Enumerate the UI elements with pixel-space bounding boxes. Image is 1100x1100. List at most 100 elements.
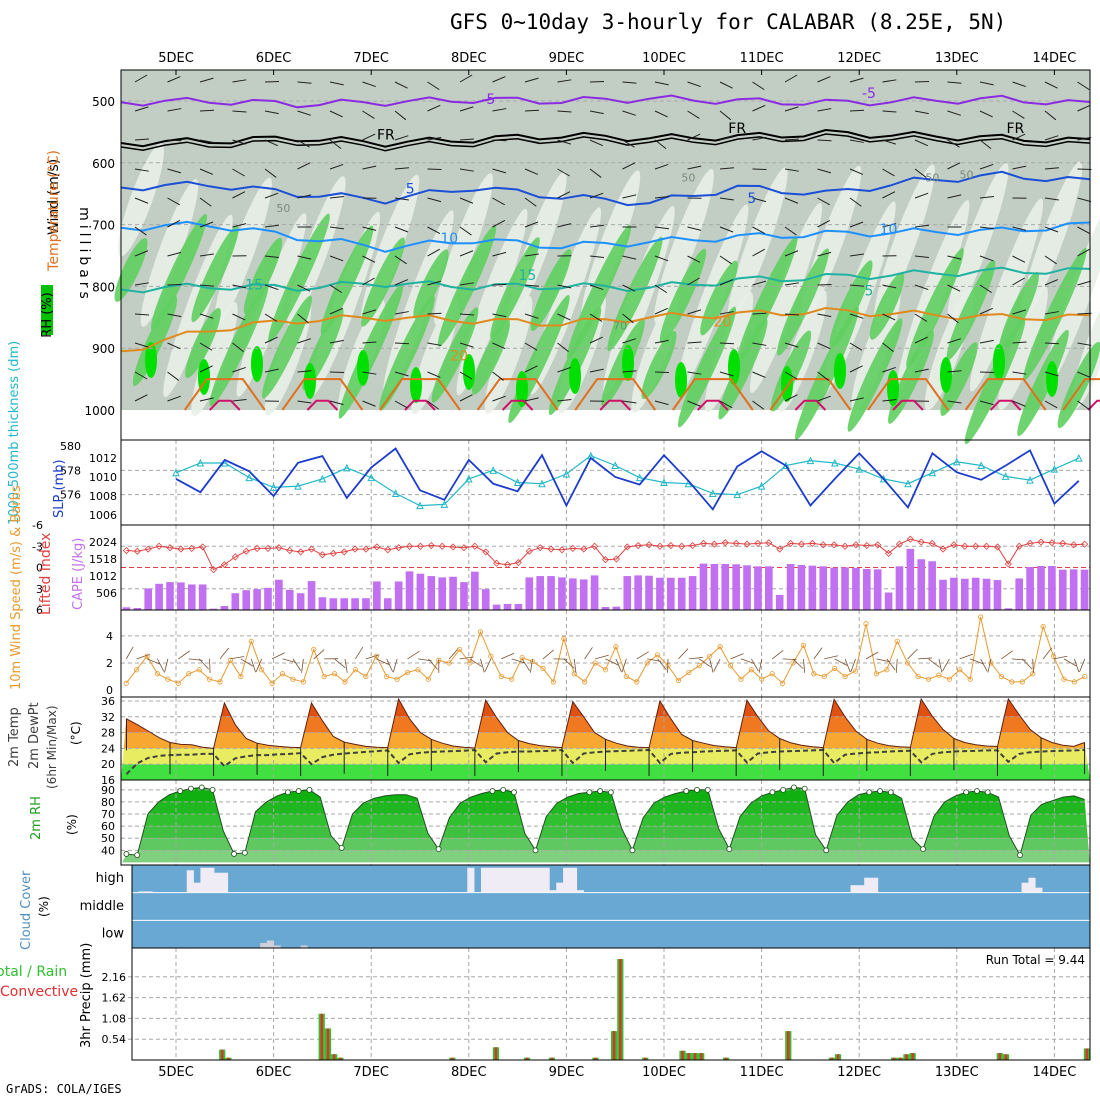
cape-bar bbox=[841, 567, 849, 610]
wind-speed-point bbox=[842, 673, 848, 680]
wind-barb bbox=[392, 658, 398, 673]
wind-barb bbox=[713, 658, 721, 672]
isotherm-line bbox=[120, 266, 1091, 294]
temp-band bbox=[121, 764, 1090, 780]
wind-barb bbox=[752, 226, 766, 235]
wind-barb bbox=[199, 284, 214, 287]
rh-axis-label: RH (%) bbox=[40, 292, 55, 337]
wind-barb bbox=[492, 76, 506, 83]
lifted-tick-label: 3 bbox=[36, 583, 43, 596]
wind-barb bbox=[297, 81, 312, 84]
cape-bar bbox=[732, 564, 740, 610]
wind-barb bbox=[849, 313, 864, 319]
thickness-point bbox=[1001, 472, 1010, 480]
wind-barb bbox=[167, 139, 182, 142]
thickness-point bbox=[1026, 475, 1034, 484]
lifted-index-point bbox=[133, 547, 141, 555]
lifted-index-point bbox=[166, 544, 174, 552]
wind-barb bbox=[329, 284, 343, 294]
isotherm-label: -5 bbox=[862, 86, 876, 102]
wind-barb bbox=[255, 658, 263, 672]
wind-barb bbox=[394, 197, 409, 201]
wind-barb bbox=[622, 400, 637, 404]
dewpt-axis-label: 2m DewPt bbox=[27, 702, 42, 769]
cape-bar bbox=[786, 563, 795, 610]
wind-barb bbox=[427, 400, 440, 410]
rh2m-point bbox=[887, 789, 894, 796]
rh2m-point bbox=[607, 789, 614, 796]
wind-barb bbox=[719, 371, 734, 377]
rh2m-point bbox=[511, 789, 517, 796]
cloud-bar bbox=[569, 867, 578, 893]
wind-barb bbox=[914, 192, 929, 199]
wind-barb bbox=[264, 110, 279, 115]
precip-convective-bar bbox=[830, 1057, 834, 1060]
wind-tick-label: 2 bbox=[106, 657, 113, 670]
wind-barb bbox=[589, 284, 604, 291]
rh-tick-label: 90 bbox=[101, 784, 115, 797]
precip-convective-bar bbox=[612, 1031, 616, 1060]
wind-barb bbox=[167, 395, 181, 402]
wind-barb bbox=[752, 342, 767, 346]
wind-barb bbox=[407, 650, 420, 660]
wind-barb bbox=[719, 197, 734, 201]
cape-bar bbox=[492, 604, 501, 610]
wind-speed-point bbox=[707, 653, 713, 659]
rh2m-point bbox=[801, 785, 808, 792]
wind-barb bbox=[1012, 371, 1027, 375]
precip-convective-bar bbox=[1085, 1048, 1089, 1060]
lifted-index-point bbox=[928, 539, 936, 547]
cape-bar bbox=[765, 566, 773, 610]
cape-bar bbox=[601, 606, 610, 610]
wind-barb bbox=[134, 106, 149, 112]
wind-barb bbox=[573, 658, 577, 673]
cape-bar bbox=[133, 607, 142, 610]
wind-barb bbox=[1077, 248, 1090, 257]
wind-barb bbox=[719, 255, 732, 265]
wind-barb bbox=[589, 168, 602, 178]
cloud-bar bbox=[1035, 887, 1043, 893]
wind-barb bbox=[264, 284, 279, 291]
isotherm-label: 15 bbox=[245, 277, 263, 293]
isotherm-label: 20 bbox=[714, 315, 732, 331]
thickness-point bbox=[294, 482, 302, 490]
wind-barb bbox=[427, 136, 442, 141]
wind-barb bbox=[459, 138, 475, 141]
wind-barb bbox=[557, 313, 571, 321]
rh-dry-streak bbox=[947, 162, 1009, 322]
lifted-index-point bbox=[122, 546, 131, 555]
wind-speed-point bbox=[1030, 671, 1036, 677]
cape-bar bbox=[242, 590, 251, 610]
wind-barb bbox=[492, 139, 507, 142]
wind-barb bbox=[1077, 104, 1091, 112]
lifted-index-point bbox=[939, 545, 947, 553]
wind-barb bbox=[907, 648, 918, 660]
rh-dry-streak bbox=[704, 291, 754, 413]
wind-speed-point bbox=[654, 652, 661, 658]
rh-saturated-spot bbox=[357, 350, 369, 386]
lifted-index-point bbox=[819, 541, 827, 549]
rh2m-point bbox=[877, 788, 883, 794]
cloud-bar bbox=[528, 867, 537, 893]
wind-barb bbox=[134, 138, 150, 141]
slp-axis-label: SLP (mb) bbox=[52, 459, 67, 518]
lifted-index-point bbox=[841, 542, 849, 550]
wind-barb bbox=[167, 313, 182, 318]
wind-barb bbox=[622, 162, 636, 170]
rh-tick-label: 40 bbox=[101, 844, 115, 857]
rh-moist-streak bbox=[530, 249, 572, 331]
cape-bar bbox=[1048, 565, 1056, 610]
wind-barb bbox=[427, 226, 441, 235]
wind-barb bbox=[313, 649, 325, 660]
lifted-index-point bbox=[177, 545, 185, 553]
wind-speed-point bbox=[352, 667, 359, 673]
wind-barb bbox=[1077, 371, 1091, 378]
wind-barb bbox=[1044, 311, 1059, 315]
wind-barb bbox=[817, 251, 832, 257]
wind-barb bbox=[362, 400, 376, 407]
rh2m-point bbox=[586, 789, 593, 796]
rh-band bbox=[121, 850, 1090, 863]
wind-speed-point bbox=[884, 667, 890, 673]
wind-barb bbox=[428, 658, 438, 670]
cape-bar bbox=[1037, 565, 1045, 610]
